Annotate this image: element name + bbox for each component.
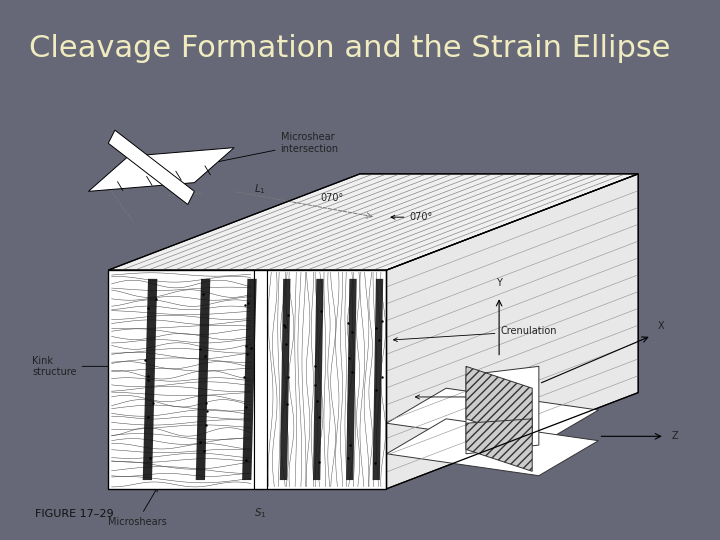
Text: $L_1$: $L_1$ (254, 183, 266, 197)
Polygon shape (108, 174, 638, 270)
Text: Crenulation: Crenulation (394, 326, 557, 342)
Text: Kink
structure: Kink structure (32, 355, 114, 377)
Polygon shape (196, 279, 210, 480)
Text: Y: Y (496, 278, 502, 288)
Polygon shape (387, 388, 598, 445)
Polygon shape (387, 419, 598, 476)
Text: $L_1$: $L_1$ (415, 390, 525, 404)
Polygon shape (346, 279, 356, 480)
Text: Microshear
intersection: Microshear intersection (204, 132, 338, 166)
Text: $S_1$: $S_1$ (254, 506, 267, 520)
Polygon shape (267, 270, 387, 489)
Text: Cleavage Formation and the Strain Ellipse: Cleavage Formation and the Strain Ellips… (29, 34, 670, 63)
Polygon shape (280, 279, 290, 480)
Polygon shape (466, 366, 532, 441)
Text: FIGURE 17–29: FIGURE 17–29 (35, 509, 114, 518)
Polygon shape (313, 279, 323, 480)
Polygon shape (89, 147, 234, 191)
Text: 070°: 070° (320, 193, 344, 202)
Polygon shape (387, 174, 638, 489)
Text: Z: Z (671, 431, 678, 441)
Text: X: X (658, 321, 665, 332)
Polygon shape (254, 270, 267, 489)
Polygon shape (466, 419, 532, 471)
Polygon shape (108, 270, 254, 489)
Polygon shape (108, 130, 194, 205)
Polygon shape (466, 366, 539, 454)
Text: Microshears: Microshears (108, 488, 167, 526)
Text: 070°: 070° (391, 212, 433, 222)
Polygon shape (242, 279, 256, 480)
Polygon shape (143, 279, 157, 480)
Polygon shape (372, 279, 383, 480)
